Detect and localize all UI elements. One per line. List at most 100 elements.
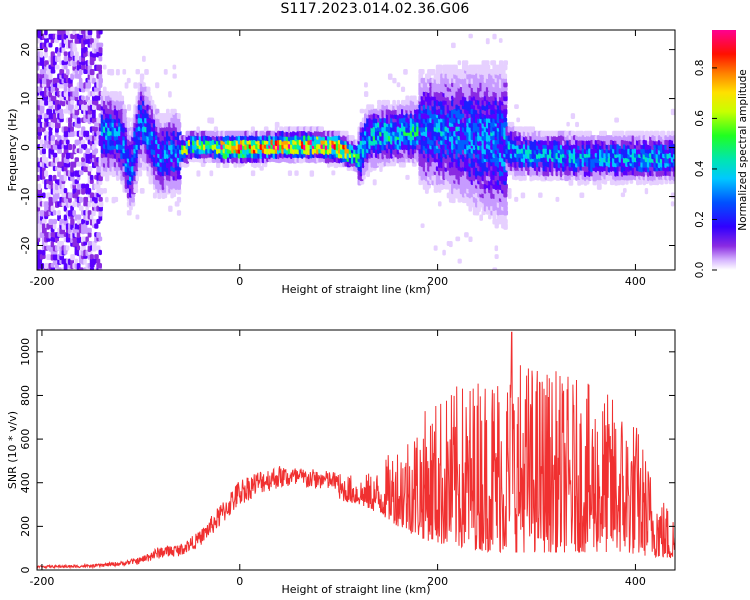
heatmap-cell: [196, 170, 201, 177]
heatmap-cell: [520, 192, 526, 199]
heatmap-cell: [78, 69, 83, 76]
heatmap-cell: [122, 69, 127, 75]
snr-x-tick-label: 0: [236, 575, 243, 588]
heatmap-y-tick-label: -20: [19, 237, 32, 255]
heatmap-y-tick-label: 20: [19, 43, 32, 57]
heatmap-cell: [150, 99, 155, 106]
heatmap-cell: [70, 33, 75, 39]
heatmap-cell: [359, 108, 365, 114]
heatmap-cell: [41, 223, 46, 230]
heatmap-cell: [70, 218, 75, 225]
heatmap-cell: [96, 183, 101, 190]
heatmap-cell: [37, 166, 40, 173]
heatmap-cell: [372, 179, 377, 186]
heatmap-cell: [74, 86, 80, 92]
heatmap-cell: [37, 64, 40, 71]
heatmap-cell: [39, 51, 44, 58]
heatmap-cell: [63, 82, 69, 88]
heatmap-cell: [579, 192, 585, 199]
heatmap-cell: [63, 143, 69, 150]
heatmap-cell: [63, 148, 69, 155]
heatmap-cell: [133, 82, 138, 89]
heatmap-cell: [65, 139, 70, 145]
heatmap-cell: [168, 205, 173, 212]
heatmap-cell: [81, 183, 86, 189]
heatmap-cell: [126, 77, 131, 84]
heatmap-cell: [98, 55, 103, 62]
heatmap-cell: [98, 69, 103, 75]
heatmap-cell: [638, 179, 643, 185]
heatmap-cell: [63, 108, 69, 114]
snr-y-tick-label: 800: [19, 385, 32, 406]
heatmap-cell: [63, 205, 68, 212]
chart-title: S117.2023.014.02.36.G06: [280, 1, 470, 17]
heatmap-cell: [98, 30, 103, 35]
heatmap-cell: [644, 130, 650, 136]
heatmap-cell: [155, 108, 160, 115]
colorbar: [712, 30, 736, 270]
heatmap-cell: [50, 121, 55, 128]
heatmap-cell: [538, 192, 543, 198]
heatmap-cell: [163, 69, 168, 75]
heatmap-cell: [420, 69, 425, 75]
heatmap-cell: [87, 82, 92, 89]
heatmap-cell: [570, 113, 576, 120]
heatmap-cell: [94, 121, 99, 128]
heatmap-cell: [87, 170, 92, 176]
heatmap-cell: [68, 196, 72, 203]
heatmap-cell: [94, 99, 99, 106]
heatmap-cell: [96, 95, 101, 101]
heatmap-cell: [91, 108, 96, 115]
heatmap-cell: [87, 113, 93, 119]
snr-y-tick-label: 600: [19, 429, 32, 450]
heatmap-cell: [485, 60, 490, 66]
heatmap-cell: [403, 69, 408, 75]
heatmap-cell: [363, 82, 368, 88]
heatmap-cell: [442, 249, 446, 256]
heatmap-cell: [44, 46, 48, 53]
heatmap-cell: [294, 170, 299, 176]
heatmap-cell: [81, 245, 86, 251]
heatmap-cell: [63, 86, 68, 93]
heatmap-cell: [494, 245, 499, 252]
heatmap-cell: [98, 205, 103, 212]
heatmap-cell: [91, 210, 96, 217]
heatmap-cell: [48, 174, 53, 182]
heatmap-cell: [94, 38, 99, 43]
heatmap-cell: [44, 51, 48, 58]
heatmap-cell: [57, 33, 62, 41]
heatmap-cells: [37, 30, 675, 270]
heatmap-cell: [63, 51, 68, 57]
heatmap-cell: [622, 188, 627, 193]
snr-y-tick-label: 1000: [19, 338, 32, 366]
heatmap-cell: [89, 69, 95, 76]
heatmap-cell: [494, 254, 499, 260]
heatmap-cell: [61, 46, 66, 54]
heatmap-cell: [65, 69, 70, 76]
heatmap-cell: [176, 183, 182, 190]
heatmap-cell: [120, 99, 125, 106]
heatmap-cell: [85, 148, 91, 155]
heatmap-cell: [85, 205, 89, 212]
snr-x-tick-label: -200: [29, 575, 54, 588]
heatmap-cell: [503, 205, 508, 211]
heatmap-cell: [498, 38, 503, 43]
heatmap-cell: [78, 99, 84, 105]
heatmap-cell: [50, 148, 55, 155]
heatmap-cell: [142, 82, 146, 88]
heatmap-cell: [70, 51, 74, 57]
heatmap-cell: [620, 192, 626, 198]
heatmap-cell: [96, 166, 102, 173]
heatmap-cell: [50, 139, 56, 146]
heatmap-cell: [59, 113, 64, 119]
heatmap-cell: [433, 245, 438, 251]
heatmap-cell: [514, 104, 519, 109]
heatmap-cell: [72, 143, 77, 150]
heatmap-cell: [70, 126, 74, 132]
heatmap-cell: [102, 188, 107, 194]
heatmap-cell: [139, 73, 145, 80]
heatmap-cell: [50, 51, 55, 58]
heatmap-cell: [63, 55, 68, 62]
heatmap-cell: [78, 77, 83, 85]
heatmap-cell: [479, 214, 484, 221]
